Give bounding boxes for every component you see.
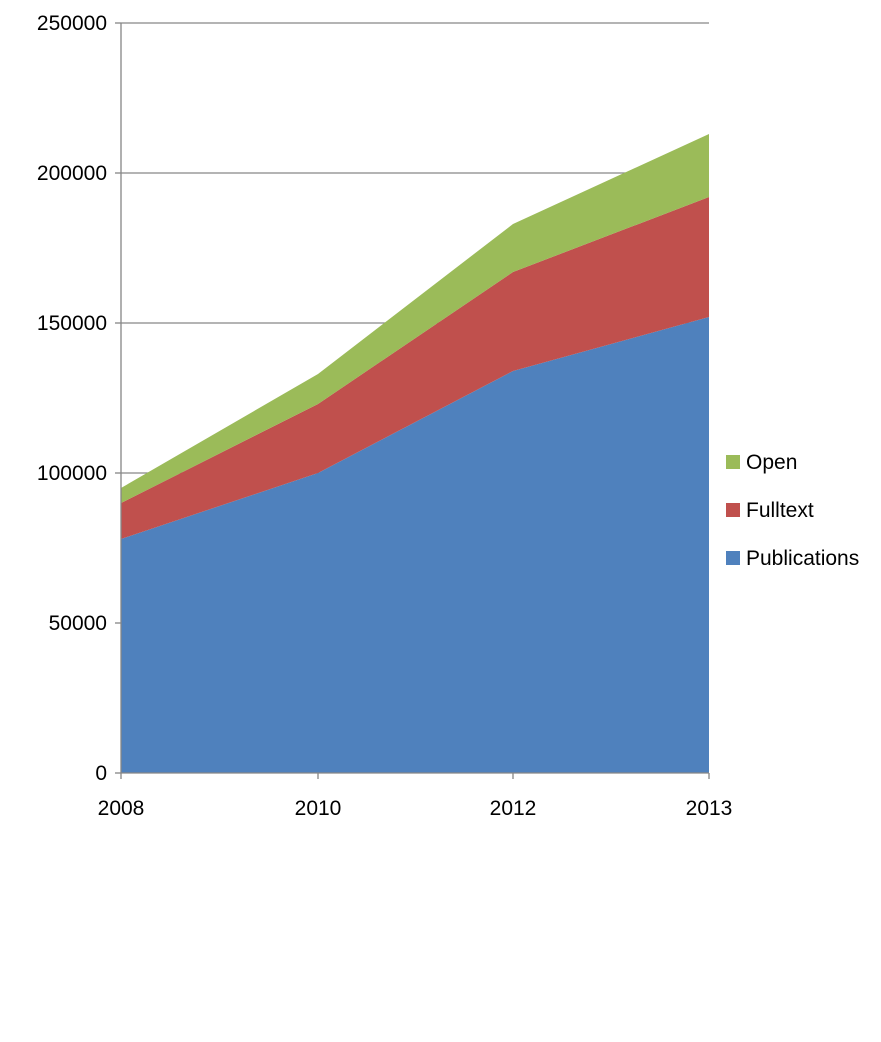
y-tick-label: 250000 — [37, 12, 107, 35]
x-tick-label: 2008 — [98, 797, 145, 820]
legend-swatch-publications — [726, 551, 740, 565]
area-open — [121, 134, 709, 503]
area-fulltext — [121, 197, 709, 539]
x-tick-labels: 2008 2010 2012 2013 — [98, 797, 733, 820]
x-tick-label: 2012 — [490, 797, 537, 820]
legend-swatch-fulltext — [726, 503, 740, 517]
legend-item-publications: Publications — [726, 547, 859, 570]
y-tick-label: 50000 — [49, 612, 107, 635]
legend-label-publications: Publications — [746, 547, 859, 570]
area-publications — [121, 317, 709, 773]
x-tick-label: 2013 — [686, 797, 733, 820]
x-tick-label: 2010 — [295, 797, 342, 820]
plot-areas — [121, 134, 709, 773]
legend-item-fulltext: Fulltext — [726, 499, 814, 522]
legend: Open Fulltext Publications — [726, 451, 859, 570]
y-tick-label: 150000 — [37, 312, 107, 335]
y-tick-label: 100000 — [37, 462, 107, 485]
legend-item-open: Open — [726, 451, 797, 474]
legend-swatch-open — [726, 455, 740, 469]
axes — [115, 22, 710, 779]
y-tick-label: 200000 — [37, 162, 107, 185]
legend-label-open: Open — [746, 451, 797, 474]
y-tick-label: 0 — [95, 762, 107, 785]
legend-label-fulltext: Fulltext — [746, 499, 814, 522]
y-tick-labels: 0 50000 100000 150000 200000 250000 — [37, 12, 107, 785]
